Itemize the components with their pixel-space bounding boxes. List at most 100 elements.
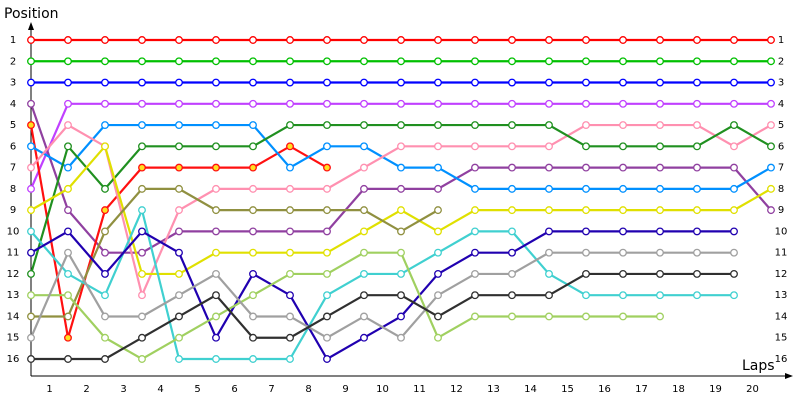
x-tick-label: 5	[194, 384, 200, 395]
lap-marker	[656, 269, 664, 278]
lap-marker	[64, 248, 72, 257]
lap-marker	[656, 206, 664, 215]
lap-marker	[249, 36, 257, 44]
lap-marker	[508, 99, 516, 108]
lap-marker	[693, 36, 701, 44]
lap-marker	[212, 36, 220, 44]
lap-marker	[693, 99, 701, 108]
lap-marker	[212, 227, 220, 236]
lap-marker	[693, 206, 701, 215]
lap-marker	[286, 121, 294, 130]
lap-marker	[27, 121, 35, 130]
lap-marker	[730, 184, 738, 193]
lap-marker	[619, 248, 627, 257]
lap-marker	[693, 163, 701, 172]
lap-marker	[101, 291, 109, 300]
lap-marker	[27, 248, 35, 257]
lap-marker	[27, 184, 35, 193]
y-tick-label-right: 14	[775, 311, 788, 322]
lap-marker	[508, 291, 516, 300]
series-line	[31, 187, 439, 318]
lap-marker	[656, 227, 664, 236]
lap-marker	[693, 78, 701, 87]
lap-marker	[767, 36, 775, 44]
lap-marker	[767, 184, 775, 193]
lap-marker	[64, 121, 72, 130]
lap-marker	[397, 227, 405, 236]
lap-marker	[64, 142, 72, 151]
lap-marker	[138, 36, 146, 44]
lap-marker	[101, 99, 109, 108]
lap-marker	[27, 78, 35, 87]
series-line	[31, 272, 734, 361]
lap-marker	[249, 312, 257, 321]
lap-marker	[397, 121, 405, 130]
lap-marker	[212, 121, 220, 130]
lap-marker	[730, 227, 738, 236]
lap-marker	[175, 99, 183, 108]
lap-marker	[212, 248, 220, 257]
lap-marker	[286, 312, 294, 321]
lap-marker	[286, 269, 294, 278]
x-tick-label: 2	[83, 384, 89, 395]
lap-marker	[582, 206, 590, 215]
lap-marker	[138, 184, 146, 193]
lap-marker	[360, 184, 368, 193]
y-tick-label: 10	[7, 226, 20, 237]
lap-marker	[508, 227, 516, 236]
lap-marker	[693, 269, 701, 278]
lap-marker	[101, 355, 109, 363]
lap-marker	[619, 99, 627, 108]
lap-marker	[397, 291, 405, 300]
x-tick-label: 13	[487, 384, 500, 395]
lap-marker	[101, 248, 109, 257]
y-tick-label: 4	[10, 99, 16, 110]
lap-marker	[323, 333, 331, 342]
lap-marker	[508, 121, 516, 130]
lap-marker	[175, 269, 183, 278]
lap-marker	[360, 121, 368, 130]
x-tick-label: 10	[376, 384, 389, 395]
lap-marker	[286, 248, 294, 257]
lap-marker	[138, 142, 146, 151]
x-tick-label: 1	[46, 384, 52, 395]
lap-marker	[360, 99, 368, 108]
lap-marker	[767, 57, 775, 66]
lap-marker	[212, 355, 220, 363]
y-tick-label-right: 6	[778, 141, 784, 152]
lap-marker	[249, 248, 257, 257]
lap-marker	[175, 121, 183, 130]
lap-marker	[693, 57, 701, 66]
lap-marker	[27, 355, 35, 363]
lap-marker	[619, 269, 627, 278]
lap-marker	[582, 184, 590, 193]
lap-marker	[360, 269, 368, 278]
x-axis-label: Laps	[742, 358, 775, 374]
lap-marker	[619, 36, 627, 44]
lap-marker	[286, 78, 294, 87]
x-tick-label: 16	[598, 384, 611, 395]
lap-marker	[138, 99, 146, 108]
lap-marker	[175, 312, 183, 321]
lap-marker	[286, 57, 294, 66]
lap-marker	[360, 163, 368, 172]
lap-marker	[508, 78, 516, 87]
y-tick-label: 12	[7, 269, 20, 280]
lap-marker	[545, 121, 553, 130]
lap-marker	[212, 78, 220, 87]
lap-marker	[693, 248, 701, 257]
lap-marker	[138, 355, 146, 363]
lap-marker	[64, 184, 72, 193]
y-axis-arrow	[28, 22, 34, 30]
lap-marker	[101, 142, 109, 151]
x-tick-label: 3	[120, 384, 126, 395]
lap-marker	[582, 36, 590, 44]
lap-marker	[360, 248, 368, 257]
lap-marker	[545, 291, 553, 300]
lap-marker	[360, 227, 368, 236]
lap-marker	[101, 227, 109, 236]
lap-marker	[138, 333, 146, 342]
x-tick-label: 4	[157, 384, 163, 395]
lap-marker	[508, 206, 516, 215]
series-line	[30, 123, 772, 190]
